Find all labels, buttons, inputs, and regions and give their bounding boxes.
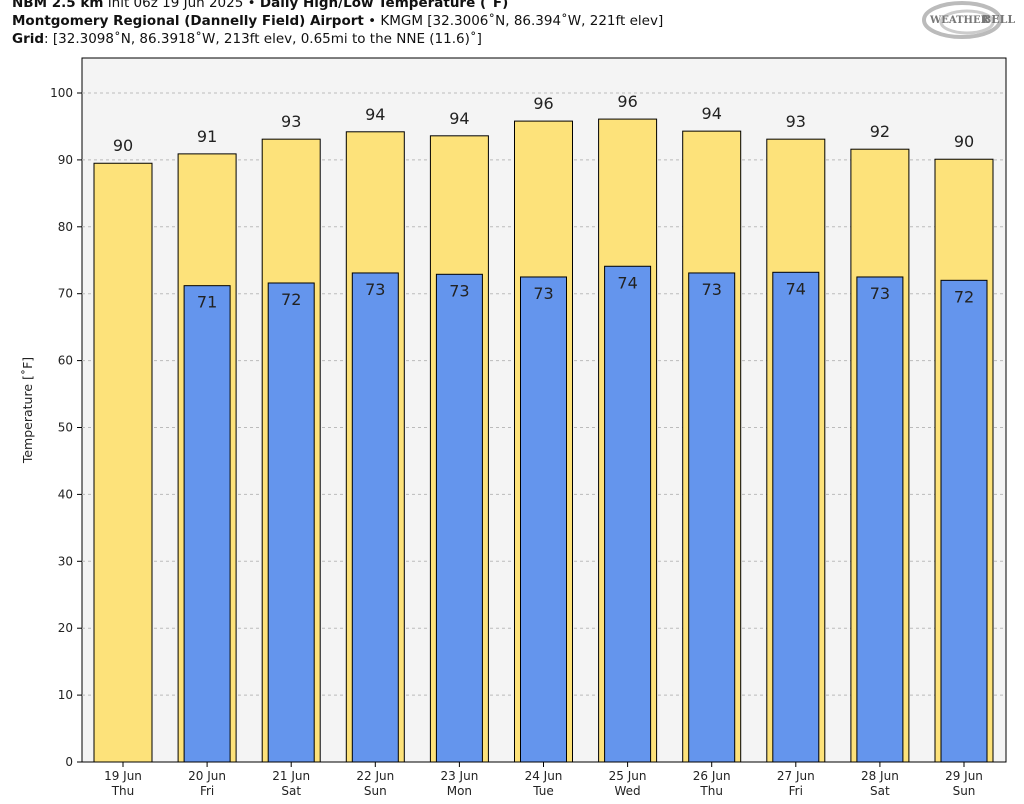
high-label: 90 [113, 136, 133, 155]
y-axis-label: Temperature [˚F] [20, 357, 35, 464]
grid-info: [32.3098˚N, 86.3918˚W, 213ft elev, 0.65m… [52, 31, 482, 47]
x-weekday-label: Mon [447, 784, 472, 798]
high-label: 96 [617, 92, 637, 111]
product-title: Daily High/Low Temperature (˚F) [259, 0, 509, 11]
low-bar [435, 273, 483, 763]
low-bar [520, 276, 567, 763]
model-name: NBM 2.5 km [12, 0, 104, 11]
x-weekday-label: Wed [615, 784, 641, 798]
y-tick-label: 100 [50, 86, 73, 100]
x-tick-label: 26 Jun [693, 769, 731, 783]
y-tick-label: 90 [58, 153, 73, 167]
svg-text:BELL: BELL [982, 13, 1015, 26]
x-weekday-label: Thu [111, 784, 135, 798]
y-tick-label: 40 [58, 487, 73, 501]
y-tick-label: 0 [65, 755, 73, 769]
header-line-2: Montgomery Regional (Dannelly Field) Air… [12, 13, 663, 29]
high-bar [93, 162, 153, 763]
x-weekday-label: Fri [789, 784, 803, 798]
grid-label: Grid [12, 31, 45, 47]
x-tick-label: 29 Jun [945, 769, 983, 783]
high-label: 94 [365, 105, 385, 124]
x-tick-label: 20 Jun [188, 769, 226, 783]
weatherbell-logo: WEATHER BELL [922, 1, 1015, 39]
low-label: 73 [533, 284, 553, 303]
low-label: 73 [702, 280, 722, 299]
x-tick-label: 28 Jun [861, 769, 899, 783]
init-time: Init 06z 19 Jun 2025 [107, 0, 244, 11]
x-tick-label: 27 Jun [777, 769, 815, 783]
x-tick-label: 23 Jun [440, 769, 478, 783]
low-label: 73 [870, 284, 890, 303]
low-bar [772, 271, 820, 763]
high-label: 94 [702, 104, 722, 123]
high-label: 93 [281, 112, 301, 131]
low-label: 72 [954, 287, 974, 306]
separator: • [247, 0, 256, 11]
x-tick-label: 19 Jun [104, 769, 142, 783]
low-label: 73 [365, 280, 385, 299]
svg-text:WEATHER: WEATHER [929, 15, 990, 26]
high-label: 92 [870, 122, 890, 141]
y-tick-label: 10 [58, 688, 73, 702]
low-label: 71 [197, 293, 217, 312]
x-tick-label: 25 Jun [609, 769, 647, 783]
high-label: 93 [786, 112, 806, 131]
y-tick-label: 20 [58, 621, 73, 635]
low-label: 72 [281, 290, 301, 309]
low-bar [940, 279, 988, 763]
x-tick-label: 24 Jun [525, 769, 563, 783]
y-tick-label: 70 [58, 287, 73, 301]
y-tick-label: 30 [58, 554, 73, 568]
low-label: 74 [617, 273, 637, 292]
x-weekday-label: Sun [364, 784, 387, 798]
station-name: Montgomery Regional (Dannelly Field) Air… [12, 13, 364, 29]
low-bar [856, 276, 904, 763]
x-weekday-label: Sat [870, 784, 890, 798]
y-tick-label: 80 [58, 220, 73, 234]
low-label: 73 [449, 281, 469, 300]
x-weekday-label: Sun [953, 784, 976, 798]
high-label: 90 [954, 132, 974, 151]
low-bar [688, 272, 736, 763]
station-info: KMGM [32.3006˚N, 86.394˚W, 221ft elev] [380, 13, 664, 29]
high-label: 96 [533, 94, 553, 113]
separator: • [368, 13, 377, 29]
x-weekday-label: Fri [200, 784, 214, 798]
low-bar [183, 285, 231, 763]
low-label: 74 [786, 279, 806, 298]
y-tick-label: 60 [58, 354, 73, 368]
low-bar [351, 272, 399, 763]
high-label: 94 [449, 109, 469, 128]
header-line-3: Grid: [32.3098˚N, 86.3918˚W, 213ft elev,… [12, 31, 482, 47]
header-line-1: NBM 2.5 km Init 06z 19 Jun 2025 • Daily … [12, 0, 508, 11]
x-tick-label: 21 Jun [272, 769, 310, 783]
high-label: 91 [197, 127, 217, 146]
low-bar [604, 265, 652, 763]
y-tick-label: 50 [58, 421, 73, 435]
x-weekday-label: Thu [699, 784, 723, 798]
x-weekday-label: Tue [532, 784, 554, 798]
low-bar [267, 282, 315, 763]
x-tick-label: 22 Jun [356, 769, 394, 783]
x-weekday-label: Sat [281, 784, 301, 798]
